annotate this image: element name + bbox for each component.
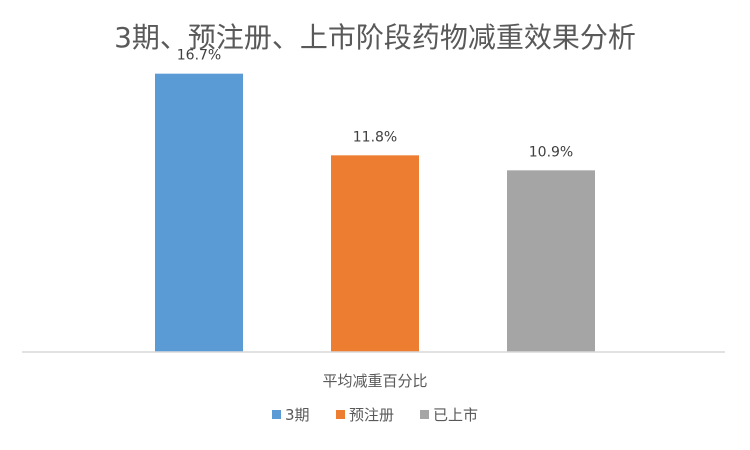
legend-label-3: 已上市	[433, 406, 478, 424]
bars-group	[155, 73, 595, 353]
legend-label-2: 预注册	[349, 406, 394, 424]
legend-swatch-3	[420, 410, 429, 419]
legend-swatch-1	[272, 410, 281, 419]
legend: 3期 预注册 已上市	[272, 406, 478, 424]
data-label-2: 11.8%	[353, 129, 397, 145]
data-labels-group: 16.7% 11.8% 10.9%	[177, 48, 573, 161]
data-label-3: 10.9%	[529, 144, 573, 160]
chart-title: 3期、预注册、上市阶段药物减重效果分析	[114, 21, 636, 54]
bar-2	[331, 155, 419, 352]
legend-swatch-2	[336, 410, 345, 419]
bar-1	[155, 73, 243, 353]
bar-3	[507, 170, 595, 352]
category-label-0: 平均减重百分比	[322, 372, 427, 390]
data-label-1: 16.7%	[177, 48, 221, 64]
legend-label-1: 3期	[285, 406, 310, 424]
